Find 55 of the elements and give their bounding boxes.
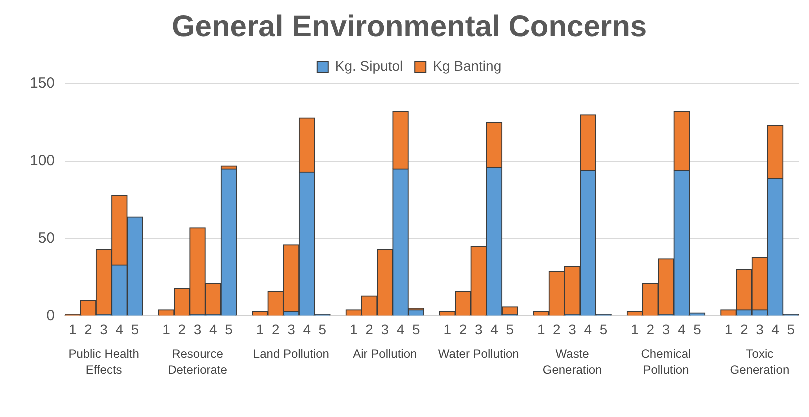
x-tick-label: 3 bbox=[474, 321, 483, 338]
text: Resource Deteriorate bbox=[167, 346, 228, 378]
x-tick-label: 4 bbox=[396, 321, 405, 338]
x-tick-label: 1 bbox=[631, 321, 640, 338]
x-tick-label: 2 bbox=[740, 321, 748, 338]
x-tick-label: 2 bbox=[272, 321, 280, 338]
x-tick-label: 4 bbox=[303, 321, 312, 338]
text: Public Health Effects bbox=[68, 346, 140, 378]
x-tick-label: 4 bbox=[772, 321, 780, 338]
x-tick-label: 3 bbox=[568, 321, 577, 338]
x-tick-label: 3 bbox=[100, 321, 108, 338]
x-tick-label: 3 bbox=[194, 321, 202, 338]
x-tick-label: 1 bbox=[256, 321, 264, 338]
x-tick-label: 5 bbox=[694, 321, 702, 338]
x-tick-label: 5 bbox=[600, 321, 608, 338]
x-tick-label: 3 bbox=[288, 321, 296, 338]
x-tick-label: 5 bbox=[131, 321, 140, 338]
legend-label: Kg Banting bbox=[433, 58, 502, 74]
x-tick-label: 5 bbox=[318, 321, 327, 338]
y-tick-label: 50 bbox=[38, 230, 56, 247]
x-tick-label: 4 bbox=[678, 321, 686, 338]
x-tick-label: 2 bbox=[178, 321, 186, 338]
x-tick-label: 1 bbox=[444, 321, 452, 338]
text: Land Pollution bbox=[252, 346, 330, 362]
x-tick-label: 2 bbox=[553, 321, 562, 338]
x-tick-label: 2 bbox=[459, 321, 468, 338]
text: Water Pollution bbox=[437, 346, 520, 362]
y-tick-label: 150 bbox=[30, 75, 56, 92]
x-tick-label: 1 bbox=[350, 321, 358, 338]
x-tick-label: 1 bbox=[724, 321, 733, 338]
legend-label: Kg. Siputol bbox=[335, 58, 404, 74]
x-tick-label: 5 bbox=[412, 321, 420, 338]
x-tick-label: 5 bbox=[225, 321, 234, 338]
x-tick-label: 3 bbox=[756, 321, 764, 338]
x-tick-label: 2 bbox=[366, 321, 374, 338]
x-tick-label: 2 bbox=[646, 321, 655, 338]
x-tick-label: 4 bbox=[209, 321, 218, 338]
text: Toxic Generation bbox=[729, 346, 791, 378]
x-tick-label: 3 bbox=[381, 321, 390, 338]
x-tick-label: 4 bbox=[584, 321, 592, 338]
y-tick-label: 100 bbox=[30, 152, 56, 170]
x-tick-label: 1 bbox=[68, 321, 77, 338]
x-tick-label: 1 bbox=[162, 321, 171, 338]
x-tick-label: 4 bbox=[490, 321, 499, 338]
x-tick-label: 5 bbox=[506, 321, 514, 338]
text: Waste Generation bbox=[542, 346, 604, 378]
x-tick-label: 5 bbox=[787, 321, 796, 338]
x-tick-label: 4 bbox=[116, 321, 124, 338]
x-tick-label: 2 bbox=[84, 321, 93, 338]
y-tick-label: 0 bbox=[46, 307, 56, 324]
x-tick-label: 3 bbox=[662, 321, 670, 338]
text: Air Pollution bbox=[352, 346, 418, 362]
x-tick-label: 1 bbox=[537, 321, 546, 338]
text: Chemical Pollution bbox=[640, 346, 692, 378]
chart-title: General Environmental Concerns bbox=[172, 10, 648, 44]
